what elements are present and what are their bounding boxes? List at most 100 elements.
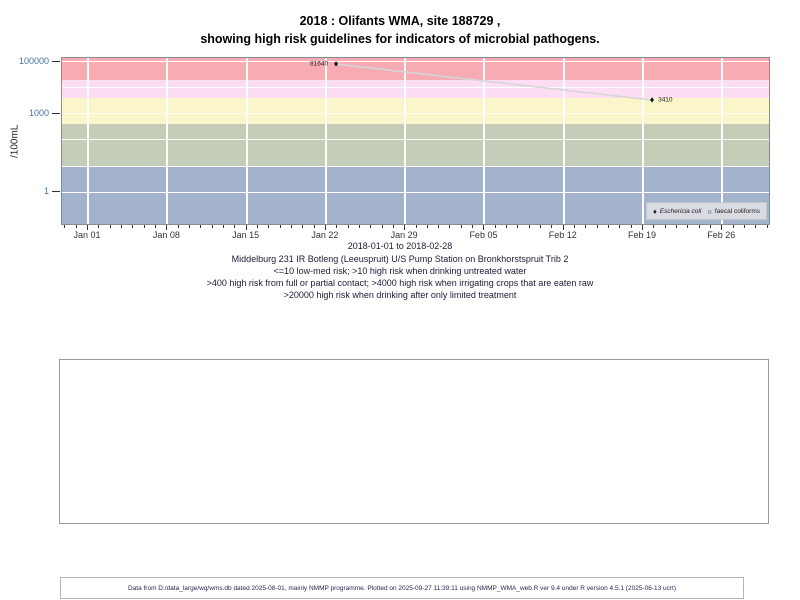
x-minor-tick (574, 225, 576, 228)
x-minor-tick (415, 225, 417, 228)
x-minor-tick (143, 225, 145, 228)
caption-line: <=10 low-med risk; >10 high risk when dr… (273, 266, 527, 276)
x-minor-tick (494, 225, 496, 228)
footer-box: Data from D:/data_large/wq/wms.db dated … (60, 577, 744, 599)
y-gridline (62, 61, 769, 63)
x-minor-tick (528, 225, 530, 228)
caption-line: >20000 high risk when drinking after onl… (283, 290, 517, 300)
y-gridline (62, 165, 769, 167)
x-minor-tick (698, 225, 700, 228)
x-minor-tick (155, 225, 156, 228)
x-minor-tick (279, 225, 281, 228)
data-point-label: 81640 (310, 60, 329, 68)
y-gridline (62, 191, 769, 193)
y-gridline (62, 113, 769, 115)
x-minor-tick (506, 225, 508, 228)
x-minor-tick (347, 225, 349, 228)
risk-band-3 (62, 124, 769, 167)
x-minor-tick (743, 225, 745, 228)
x-minor-tick (608, 225, 610, 228)
filled-diamond-icon: ♦ (652, 206, 657, 216)
x-minor-tick (188, 225, 190, 228)
legend: ♦ Eschericia coli ○ faecal coliforms (645, 202, 767, 220)
y-tick (52, 112, 60, 114)
chart-title-line1: 2018 : Olifants WMA, site 188729 , (299, 14, 501, 28)
legend-label: faecal coliforms (714, 207, 760, 215)
caption-line: >400 high risk from full or partial cont… (206, 278, 594, 288)
chart-title: 2018 : Olifants WMA, site 188729 , showi… (0, 12, 800, 48)
x-minor-tick (64, 225, 66, 228)
data-point-label: 3410 (658, 96, 673, 104)
y-tick (52, 191, 60, 193)
x-minor-tick (664, 225, 666, 228)
x-tick-label: Jan 08 (152, 230, 180, 240)
x-minor-tick (755, 225, 757, 228)
x-major-tick (245, 225, 247, 230)
caption-line: Middelburg 231 IR Botleng (Leeuspruit) U… (231, 254, 569, 264)
x-minor-tick (619, 225, 621, 228)
x-minor-tick (358, 225, 360, 228)
x-minor-tick (392, 225, 394, 228)
x-minor-tick (460, 225, 462, 228)
y-tick-label: 1000 (28, 107, 49, 118)
chart-title-line2: showing high risk guidelines for indicat… (200, 32, 600, 46)
x-minor-tick (268, 225, 270, 228)
x-minor-tick (709, 225, 711, 228)
y-tick (52, 60, 60, 62)
x-major-tick (721, 225, 723, 230)
x-minor-tick (200, 225, 202, 228)
open-circle-icon: ○ (707, 206, 712, 216)
x-gridline (483, 58, 486, 224)
x-minor-tick (630, 225, 632, 228)
y-tick-label: 1 (43, 186, 49, 197)
x-minor-tick (302, 225, 304, 228)
legend-item-0: ♦ Eschericia coli (653, 207, 701, 216)
x-minor-tick (290, 225, 292, 228)
plot-area: ♦ Eschericia coli ○ faecal coliforms ♦ 81640 ♦… (61, 57, 770, 225)
x-gridline (404, 58, 407, 224)
x-minor-tick (675, 225, 677, 228)
y-gridline (62, 139, 769, 141)
x-tick-label: Feb 12 (548, 230, 577, 240)
data-point-marker: ♦ (333, 58, 339, 69)
x-minor-tick (438, 225, 440, 228)
x-minor-tick (540, 225, 542, 228)
x-minor-tick (551, 225, 553, 228)
risk-band-2 (62, 98, 769, 125)
x-gridline (166, 58, 169, 224)
x-major-tick (483, 225, 485, 230)
x-minor-tick (313, 225, 315, 228)
legend-label: Eschericia coli (659, 207, 702, 215)
x-major-tick (324, 225, 326, 230)
x-tick-label: Jan 01 (73, 230, 101, 240)
x-tick-label: Feb 05 (469, 230, 498, 240)
x-tick-label: Feb 26 (707, 230, 736, 240)
x-gridline (721, 58, 724, 224)
x-minor-tick (370, 225, 372, 228)
x-minor-tick (98, 225, 100, 228)
legend-item-1: ○ faecal coliforms (707, 207, 760, 216)
footer-text: Data from D:/data_large/wq/wms.db dated … (127, 584, 677, 592)
x-minor-tick (121, 225, 123, 228)
x-tick-label: Feb 19 (628, 230, 657, 240)
x-minor-tick (517, 225, 519, 228)
y-tick-label: 100000 (18, 55, 49, 66)
x-minor-tick (234, 225, 236, 228)
y-axis-label: /100mL (9, 124, 21, 158)
x-minor-tick (766, 225, 768, 228)
x-minor-tick (222, 225, 224, 228)
x-minor-tick (596, 225, 598, 228)
x-minor-tick (256, 225, 258, 228)
x-major-tick (87, 225, 89, 230)
x-minor-tick (211, 225, 213, 228)
x-gridline (642, 58, 645, 224)
x-major-tick (562, 225, 564, 230)
x-minor-tick (381, 225, 383, 228)
x-major-tick (166, 225, 168, 230)
x-minor-tick (426, 225, 428, 228)
x-minor-tick (472, 225, 474, 228)
date-range-subtitle: 2018-01-01 to 2018-02-28 (347, 241, 453, 251)
x-minor-tick (585, 225, 587, 228)
x-gridline (87, 58, 90, 224)
